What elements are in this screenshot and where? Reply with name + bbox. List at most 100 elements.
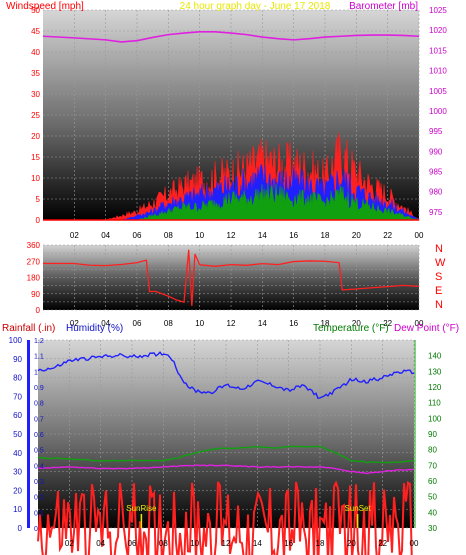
series-rainfall — [37, 480, 413, 555]
series-humidity — [37, 351, 415, 400]
rainfall-axis-label: Rainfall (.in) — [2, 323, 55, 334]
rain-tick-label: 1.1 — [34, 354, 44, 361]
sun-annotation: SunSet — [344, 504, 371, 513]
temperature-tick-label: 70 — [428, 461, 437, 470]
direction-tick-label: 0 — [36, 306, 41, 315]
humidity-tick-label: 80 — [13, 374, 22, 383]
humidity-tick-label: 40 — [13, 449, 22, 458]
x-tick-label: 02 — [70, 231, 79, 240]
wind-dir-grid — [43, 244, 420, 311]
x-tick-label: 08 — [159, 539, 168, 548]
rain-tick-label: 0.9 — [34, 385, 44, 392]
x-tick-label: 22 — [383, 319, 392, 328]
chart-title: 24 hour graph day - June 17 2018 — [180, 1, 331, 12]
x-tick-label: 08 — [164, 231, 173, 240]
x-tick-label: 02 — [70, 319, 79, 328]
barometer-tick-label: 1005 — [429, 87, 447, 96]
temperature-tick-label: 40 — [428, 508, 437, 517]
x-tick-label: 06 — [133, 319, 142, 328]
barometer-tick-label: 975 — [429, 208, 443, 217]
rain-tick-label: 0.6 — [34, 432, 44, 439]
x-tick-label: 18 — [321, 231, 330, 240]
windspeed-tick-label: 35 — [31, 69, 40, 78]
x-tick-label: 20 — [352, 319, 361, 328]
windspeed-tick-label: 10 — [31, 174, 40, 183]
humidity-tick-label: 50 — [13, 430, 22, 439]
barometer-axis-label: Barometer [mb] — [349, 1, 418, 12]
x-tick-label: 00 — [410, 539, 419, 548]
compass-label: S — [435, 271, 442, 283]
rain-tick-label: 0.7 — [34, 416, 44, 423]
temperature-axis-label: Temperature (°F) — [313, 323, 389, 334]
temperature-tick-label: 110 — [428, 399, 441, 408]
barometer-line — [42, 31, 420, 43]
temp-hum-series — [37, 351, 415, 555]
rain-tick-label: 0.4 — [34, 463, 44, 470]
barometer-tick-label: 1000 — [429, 107, 447, 116]
rain-tick-label: 0.2 — [34, 495, 44, 502]
temperature-tick-label: 100 — [428, 414, 442, 423]
temperature-tick-label: 50 — [428, 493, 437, 502]
windspeed-tick-label: 0 — [36, 216, 41, 225]
wind-dir-series — [42, 249, 420, 306]
barometer-tick-label: 1010 — [429, 67, 447, 76]
direction-tick-label: 90 — [31, 290, 40, 299]
barometer-tick-label: 980 — [429, 188, 443, 197]
windspeed-axis-label: Windspeed [mph] — [6, 1, 84, 12]
windspeed-tick-label: 25 — [31, 111, 40, 120]
windspeed-tick-label: 15 — [31, 153, 40, 162]
x-tick-label: 12 — [227, 231, 236, 240]
x-tick-label: 00 — [415, 319, 424, 328]
wind-baro-series — [42, 31, 420, 221]
x-tick-label: 10 — [190, 539, 199, 548]
barometer-tick-label: 1015 — [429, 46, 447, 55]
sun-annotation: SunRise — [126, 504, 157, 513]
x-tick-label: 22 — [383, 231, 392, 240]
x-tick-label: 12 — [227, 319, 236, 328]
direction-tick-label: 180 — [27, 274, 41, 283]
humidity-tick-label: 90 — [13, 355, 22, 364]
compass-label: E — [435, 285, 442, 297]
x-tick-label: 10 — [195, 319, 204, 328]
series-temperature — [37, 445, 415, 464]
x-tick-label: 10 — [195, 231, 204, 240]
barometer-tick-label: 1020 — [429, 26, 447, 35]
humidity-tick-label: 30 — [13, 468, 22, 477]
x-tick-label: 22 — [378, 539, 387, 548]
windspeed-tick-label: 50 — [31, 6, 40, 15]
x-tick-label: 18 — [316, 539, 325, 548]
x-tick-label: 04 — [96, 539, 105, 548]
x-tick-label: 02 — [65, 539, 74, 548]
rain-tick-label: 0 — [34, 526, 38, 533]
humidity-tick-label: 60 — [13, 411, 22, 420]
temperature-tick-label: 60 — [428, 477, 437, 486]
dewpoint-axis-label: Dew Point (°F) — [394, 323, 459, 334]
x-tick-label: 06 — [133, 231, 142, 240]
humidity-tick-label: 0 — [18, 524, 23, 533]
windspeed-tick-label: 40 — [31, 48, 40, 57]
rain-tick-label: 1 — [34, 369, 38, 376]
barometer-tick-label: 995 — [429, 127, 443, 136]
humidity-tick-label: 20 — [13, 486, 22, 495]
temperature-tick-label: 90 — [428, 430, 437, 439]
humidity-axis-label: Humidity (%) — [66, 323, 123, 334]
barometer-tick-label: 990 — [429, 147, 443, 156]
compass-label: N — [435, 299, 443, 311]
wind-direction-line — [42, 249, 420, 306]
x-tick-label: 04 — [101, 319, 110, 328]
x-tick-label: 06 — [128, 539, 137, 548]
humidity-tick-label: 10 — [13, 505, 22, 514]
windspeed-tick-label: 5 — [36, 195, 41, 204]
barometer-tick-label: 1025 — [429, 6, 447, 15]
x-tick-label: 20 — [347, 539, 356, 548]
rain-tick-label: 1.2 — [34, 338, 44, 345]
x-tick-label: 14 — [258, 231, 267, 240]
temperature-tick-label: 80 — [428, 446, 437, 455]
series-dew-point — [37, 464, 415, 475]
compass-label: N — [435, 243, 443, 255]
x-tick-label: 04 — [101, 231, 110, 240]
rain-tick-label: 0.8 — [34, 401, 44, 408]
x-tick-label: 12 — [222, 539, 231, 548]
windspeed-tick-label: 30 — [31, 90, 40, 99]
